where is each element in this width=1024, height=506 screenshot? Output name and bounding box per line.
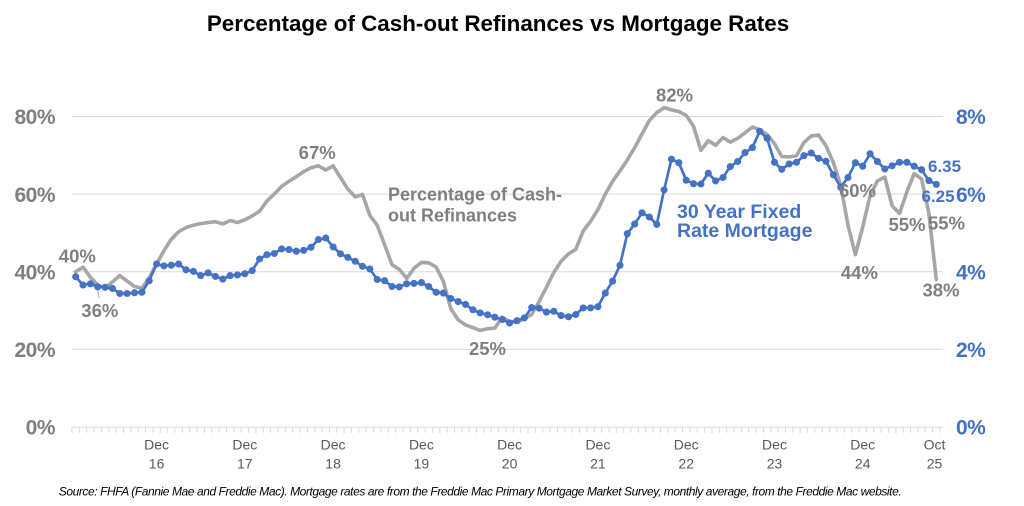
svg-text:Dec: Dec [321, 437, 346, 453]
svg-text:6.35: 6.35 [928, 157, 961, 176]
svg-text:Dec: Dec [674, 437, 699, 453]
svg-text:36%: 36% [81, 300, 118, 321]
svg-text:Rate Mortgage: Rate Mortgage [677, 220, 813, 242]
svg-text:82%: 82% [656, 85, 693, 106]
svg-text:Percentage of Cash-: Percentage of Cash- [388, 185, 562, 205]
svg-text:60%: 60% [839, 180, 876, 201]
svg-text:20: 20 [502, 456, 518, 472]
svg-text:Source: FHFA (Fannie Mae and F: Source: FHFA (Fannie Mae and Freddie Mac… [59, 485, 902, 499]
svg-text:25: 25 [927, 456, 943, 472]
svg-text:17: 17 [237, 456, 253, 472]
svg-text:Dec: Dec [409, 437, 434, 453]
svg-text:out Refinances: out Refinances [388, 206, 517, 226]
svg-text:0%: 0% [956, 417, 986, 440]
svg-text:55%: 55% [928, 213, 965, 234]
svg-text:30 Year Fixed: 30 Year Fixed [677, 201, 801, 223]
svg-text:0%: 0% [26, 417, 56, 440]
svg-text:80%: 80% [14, 106, 55, 129]
svg-text:20%: 20% [14, 339, 55, 362]
svg-text:Dec: Dec [497, 437, 522, 453]
svg-text:16: 16 [149, 456, 165, 472]
svg-text:Dec: Dec [144, 437, 169, 453]
svg-text:Percentage of Cash-out Refinan: Percentage of Cash-out Refinances vs Mor… [207, 11, 789, 36]
svg-text:19: 19 [414, 456, 430, 472]
svg-text:25%: 25% [469, 338, 506, 359]
svg-text:6.25: 6.25 [922, 187, 955, 206]
svg-text:6%: 6% [956, 184, 986, 207]
svg-text:40%: 40% [14, 261, 55, 284]
svg-text:Dec: Dec [232, 437, 257, 453]
svg-text:55%: 55% [888, 214, 925, 235]
svg-text:67%: 67% [299, 142, 336, 163]
svg-text:8%: 8% [956, 106, 986, 129]
svg-text:23: 23 [767, 456, 783, 472]
svg-text:38%: 38% [922, 280, 959, 301]
svg-text:18: 18 [325, 456, 341, 472]
svg-text:Dec: Dec [762, 437, 787, 453]
svg-text:Dec: Dec [850, 437, 875, 453]
svg-text:24: 24 [855, 456, 871, 472]
svg-text:40%: 40% [59, 246, 96, 267]
svg-text:4%: 4% [956, 261, 986, 284]
svg-text:22: 22 [678, 456, 694, 472]
svg-text:21: 21 [590, 456, 606, 472]
svg-text:60%: 60% [14, 184, 55, 207]
svg-text:2%: 2% [956, 339, 986, 362]
svg-text:Dec: Dec [585, 437, 610, 453]
svg-text:44%: 44% [841, 262, 878, 283]
svg-text:Oct: Oct [924, 437, 946, 453]
